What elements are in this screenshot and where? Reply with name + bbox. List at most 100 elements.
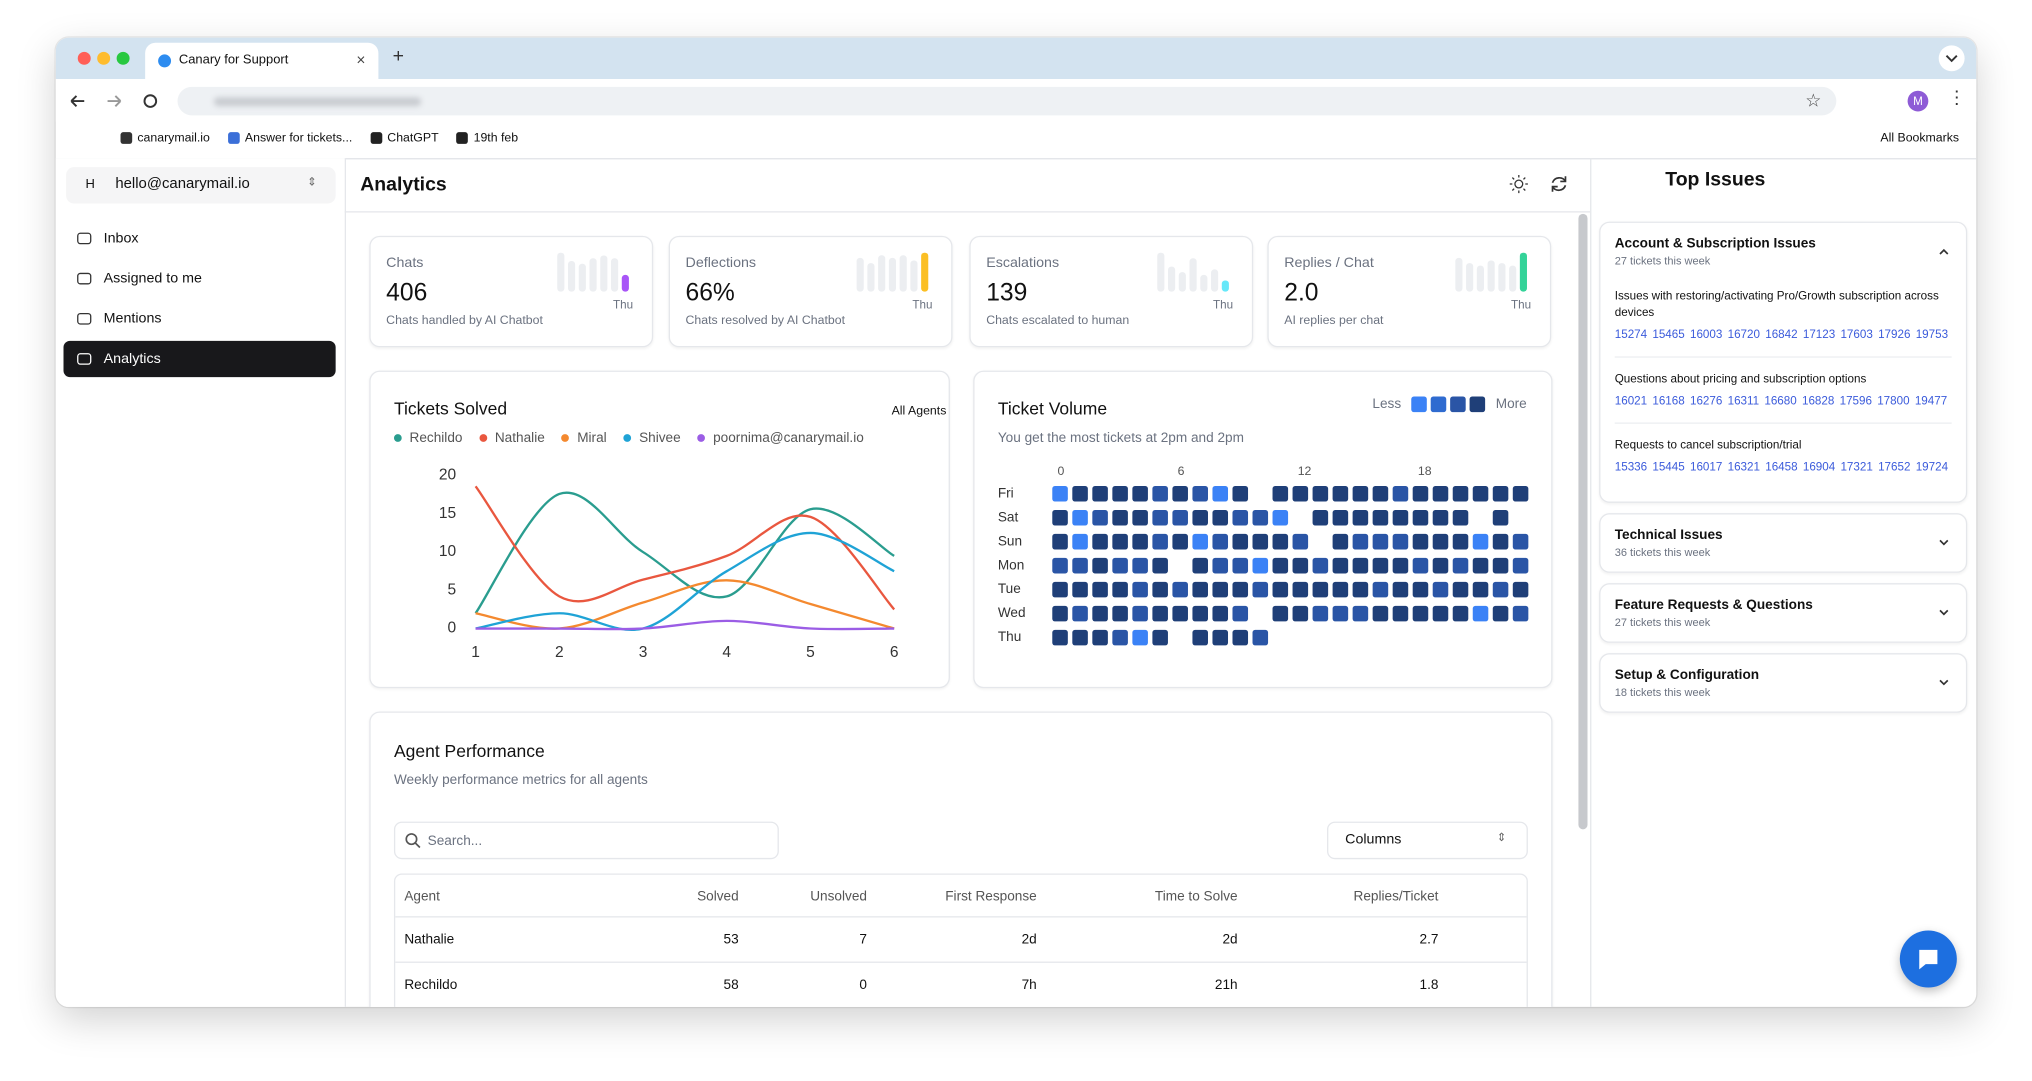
bookmark[interactable]: ChatGPT bbox=[370, 131, 439, 145]
table-cell: 53 bbox=[723, 931, 739, 948]
heat-cell bbox=[1232, 509, 1249, 526]
heat-cell bbox=[1492, 485, 1509, 502]
bookmark[interactable]: Answer for tickets... bbox=[228, 131, 352, 145]
account-switcher[interactable]: H hello@canarymail.io ⇕ bbox=[66, 167, 336, 204]
ticket-link[interactable]: 19724 bbox=[1915, 460, 1949, 474]
heat-cell bbox=[1092, 605, 1108, 622]
menu[interactable]: ⋮ bbox=[1947, 86, 1966, 108]
nav-item[interactable]: Mentions bbox=[64, 301, 336, 337]
search-box[interactable]: Search... bbox=[393, 821, 779, 860]
row-label: Tue bbox=[998, 581, 1021, 596]
heat-cell bbox=[1232, 581, 1249, 598]
ticket-link[interactable]: 16021 bbox=[1614, 393, 1648, 407]
tab-search[interactable] bbox=[1938, 45, 1965, 72]
stat-day: Thu bbox=[1212, 298, 1234, 312]
line-chart: 0 5 10 15 20 1 2 3 4 5 6 bbox=[439, 467, 899, 662]
icon-shape bbox=[77, 232, 92, 245]
heat-cell bbox=[1192, 485, 1208, 502]
ticket-link[interactable]: 16311 bbox=[1727, 393, 1760, 407]
heat-cell bbox=[1352, 509, 1369, 526]
ticket-link[interactable]: 17596 bbox=[1839, 393, 1873, 407]
theme-toggle[interactable] bbox=[1508, 174, 1529, 195]
ticket-link[interactable]: 16017 bbox=[1689, 460, 1723, 474]
bookmark[interactable]: 19th feb bbox=[456, 131, 518, 145]
search-placeholder: Search... bbox=[427, 833, 483, 849]
bookmark-star[interactable]: ☆ bbox=[1805, 89, 1822, 111]
ticket-link[interactable]: 15336 bbox=[1614, 460, 1648, 474]
heat-cell bbox=[1292, 605, 1309, 622]
heat-cell bbox=[1492, 509, 1509, 526]
spark-bar bbox=[621, 274, 629, 292]
ticket-link[interactable]: 17603 bbox=[1840, 327, 1873, 341]
scrollbar[interactable] bbox=[1578, 213, 1588, 830]
heat-cell bbox=[1092, 557, 1108, 574]
chat-button[interactable] bbox=[1899, 930, 1957, 988]
spark-bar bbox=[878, 255, 886, 292]
table-cell: 58 bbox=[723, 977, 739, 993]
profile[interactable]: M bbox=[1907, 90, 1929, 112]
tab[interactable]: Canary for Support × bbox=[145, 42, 379, 80]
heat-cell bbox=[1412, 605, 1429, 622]
ticket-link[interactable]: 19753 bbox=[1915, 327, 1949, 341]
ticket-link[interactable]: 17926 bbox=[1878, 327, 1911, 341]
line bbox=[475, 531, 895, 631]
issue-text: Requests to cancel subscription/trial bbox=[1614, 438, 1802, 451]
heat-cell bbox=[1112, 533, 1128, 550]
heat-cell bbox=[1052, 605, 1068, 622]
issue-group[interactable]: Technical Issues 36 tickets this week bbox=[1599, 513, 1968, 573]
nav-item[interactable]: Inbox bbox=[64, 220, 336, 256]
close-window[interactable] bbox=[77, 51, 91, 65]
legend: Less More bbox=[1372, 396, 1527, 413]
tab-close[interactable]: × bbox=[356, 50, 366, 69]
legend-swatch bbox=[561, 434, 570, 442]
ticket-link[interactable]: 16680 bbox=[1764, 393, 1797, 407]
heat-cell bbox=[1072, 533, 1088, 550]
ticket-link[interactable]: 17321 bbox=[1840, 460, 1873, 474]
ticket-link[interactable]: 16720 bbox=[1727, 327, 1761, 341]
ticket-link[interactable]: 15445 bbox=[1652, 460, 1685, 474]
heat-cell bbox=[1492, 605, 1509, 622]
ticket-link[interactable]: 17652 bbox=[1878, 460, 1911, 474]
heat-cell bbox=[1132, 533, 1148, 550]
issue-group[interactable]: Account & Subscription Issues 27 tickets … bbox=[1599, 221, 1968, 503]
new-tab[interactable]: + bbox=[392, 45, 405, 68]
ticket-link[interactable]: 16458 bbox=[1765, 460, 1798, 474]
sparkline bbox=[557, 252, 629, 292]
bookmark-icon bbox=[456, 132, 469, 144]
ticket-link[interactable]: 19477 bbox=[1914, 393, 1948, 407]
ticket-link[interactable]: 16276 bbox=[1689, 393, 1723, 407]
refresh[interactable] bbox=[1549, 174, 1570, 195]
ticket-link[interactable]: 16168 bbox=[1652, 393, 1685, 407]
nav-item[interactable]: Analytics bbox=[63, 340, 336, 378]
minimize-window[interactable] bbox=[97, 51, 111, 65]
ticket-link[interactable]: 17800 bbox=[1877, 393, 1910, 407]
nav-buttons[interactable] bbox=[66, 89, 170, 112]
ticket-link[interactable]: 16003 bbox=[1689, 327, 1723, 341]
ticket-link[interactable]: 16321 bbox=[1727, 460, 1761, 474]
ticket-link[interactable]: 15274 bbox=[1614, 327, 1648, 341]
bookmark[interactable]: canarymail.io bbox=[120, 131, 210, 145]
spark-bar bbox=[921, 252, 929, 292]
nav-item[interactable]: Assigned to me bbox=[64, 260, 336, 296]
chevron bbox=[1945, 55, 1958, 63]
ticket-link[interactable]: 16842 bbox=[1765, 327, 1798, 341]
ticket-link[interactable]: 16828 bbox=[1801, 393, 1835, 407]
heat-cell bbox=[1252, 581, 1269, 598]
issue-group[interactable]: Setup & Configuration 18 tickets this wee… bbox=[1599, 653, 1968, 713]
legend-item: Shivee bbox=[623, 430, 681, 446]
address-bar[interactable]: ☆ bbox=[177, 86, 1837, 116]
issue-group[interactable]: Feature Requests & Questions 27 tickets t… bbox=[1599, 583, 1968, 643]
ticket-link[interactable]: 17123 bbox=[1802, 327, 1836, 341]
all-bookmarks[interactable]: All Bookmarks bbox=[1880, 130, 1960, 146]
ticket-link[interactable]: 16904 bbox=[1802, 460, 1836, 474]
agent-filter[interactable]: All Agents bbox=[891, 404, 947, 419]
maximize-window[interactable] bbox=[116, 51, 130, 65]
heat-cell bbox=[1332, 485, 1349, 502]
nav-icon bbox=[77, 232, 92, 245]
legend-label: Miral bbox=[577, 430, 607, 446]
legend-item: poornima@canarymail.io bbox=[697, 430, 864, 446]
legend-swatch bbox=[1411, 396, 1428, 413]
ticket-link[interactable]: 15465 bbox=[1652, 327, 1685, 341]
heat-cell bbox=[1512, 533, 1529, 550]
columns-button[interactable]: Columns ⇕ bbox=[1327, 821, 1528, 860]
